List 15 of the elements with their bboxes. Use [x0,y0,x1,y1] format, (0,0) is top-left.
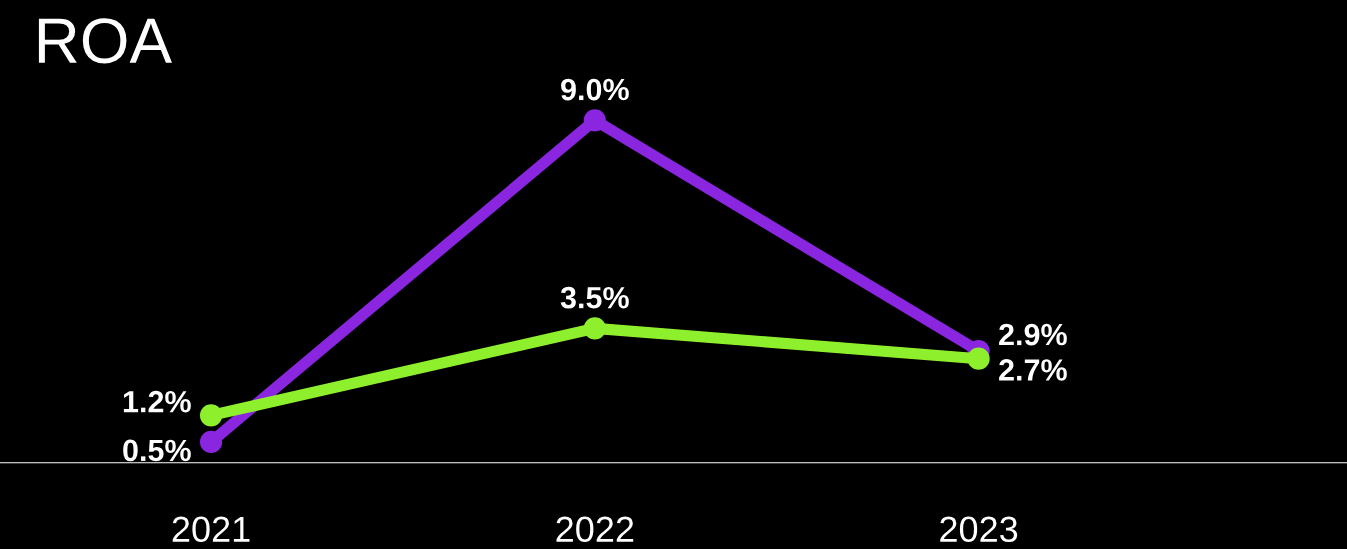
x-tick-label: 2021 [172,516,250,543]
point [583,317,606,340]
data-label: 2.7% [999,359,1067,381]
x-tick-label: 2022 [556,516,634,543]
data-label: 2.9% [999,323,1067,346]
data-label: 3.5% [560,286,629,309]
data-label: 9.0% [561,78,629,101]
point [583,109,606,132]
point [967,347,990,370]
x-tick-label: 2023 [940,516,1018,543]
data-label: 1.2% [123,390,191,413]
point [199,430,223,454]
chart-title: ROA [38,18,172,64]
point [199,404,223,427]
data-label: 0.5% [123,439,191,462]
